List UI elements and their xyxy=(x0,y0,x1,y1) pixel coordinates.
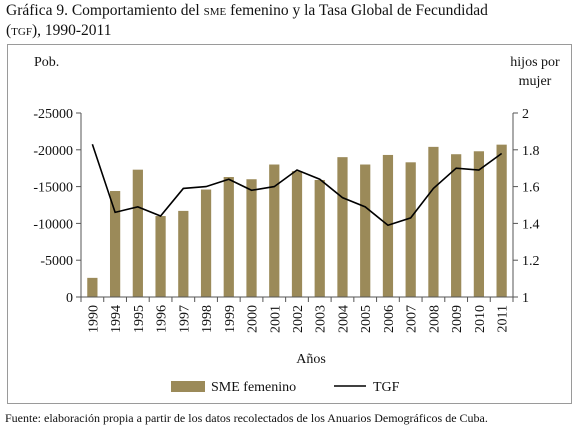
x-tick-label-2004: 2004 xyxy=(336,305,351,333)
legend-line-label: TGF xyxy=(373,380,400,395)
right-tick-label: 1.2 xyxy=(522,254,540,269)
left-tick-label: -15000 xyxy=(33,181,73,196)
x-tick-label-2002: 2002 xyxy=(291,305,306,333)
chart-frame: -25000 -20000 -15000 -10000 -5000 0 1 1.2 1.4 1.… xyxy=(7,44,572,404)
x-tick-label-2010: 2010 xyxy=(473,305,488,333)
right-tick-label: 1 xyxy=(522,291,529,306)
bar-1997 xyxy=(178,210,189,297)
title-tgf-abbr: (tgf) xyxy=(6,22,38,39)
bar-2010 xyxy=(473,151,485,297)
title-text-3: , 1990-2011 xyxy=(37,22,112,39)
x-tick-label-2003: 2003 xyxy=(314,305,329,333)
combo-chart: -25000 -20000 -15000 -10000 -5000 0 1 1.2 1.4 1.… xyxy=(33,55,560,395)
x-tick-label-2008: 2008 xyxy=(427,305,442,333)
x-tick-label-1996: 1996 xyxy=(155,305,170,333)
left-tick-label: -25000 xyxy=(33,107,73,122)
legend-bar-swatch xyxy=(171,381,205,392)
bar-1999 xyxy=(223,177,234,297)
bar-2003 xyxy=(314,179,325,297)
bar-1998 xyxy=(200,189,212,297)
bar-2007 xyxy=(405,162,416,297)
legend: SME femenino TGF xyxy=(171,380,400,395)
x-tick-label-1990: 1990 xyxy=(86,305,101,333)
right-ticks-group: 1 1.2 1.4 1.6 1.8 2 xyxy=(513,107,540,306)
y-right-axis-label-line1: hijos por xyxy=(510,55,560,70)
bar-2001 xyxy=(269,164,280,297)
left-tick-label: -10000 xyxy=(33,217,73,232)
right-tick-label: 1.6 xyxy=(522,181,540,196)
x-tick-label-2009: 2009 xyxy=(450,305,465,333)
title-text-1: Gráfica 9. Comportamiento del xyxy=(6,2,204,19)
x-axis-label: Años xyxy=(296,352,326,367)
bar-2000 xyxy=(246,179,257,297)
bar-1995 xyxy=(132,169,143,297)
chart-title: Gráfica 9. Comportamiento del sme femeni… xyxy=(6,1,576,41)
x-tick-label-2005: 2005 xyxy=(359,305,374,333)
x-tick-label-2000: 2000 xyxy=(246,305,261,333)
x-tick-label-1998: 1998 xyxy=(200,305,215,333)
axes-group xyxy=(80,113,514,298)
y-left-axis-label: Pob. xyxy=(34,55,59,70)
bar-2004 xyxy=(337,157,348,297)
bars-group xyxy=(87,144,507,297)
x-tick-label-2006: 2006 xyxy=(382,305,397,333)
right-tick-label: 1.8 xyxy=(522,144,540,159)
x-tick-label-1994: 1994 xyxy=(109,305,124,333)
x-tick-label-1997: 1997 xyxy=(177,305,192,333)
x-tick-label-1999: 1999 xyxy=(223,305,238,333)
x-tick-label-2001: 2001 xyxy=(268,305,283,333)
x-tick-label-2007: 2007 xyxy=(405,305,420,333)
bar-1990 xyxy=(87,277,98,297)
tgf-series-line xyxy=(91,144,503,227)
bar-1996 xyxy=(155,216,166,297)
left-tick-label: 0 xyxy=(66,291,73,306)
legend-bar-label: SME femenino xyxy=(211,380,296,395)
x-ticks-group: 1990 1994 1995 1996 1997 1998 1999 2000 2001 2002… xyxy=(80,297,514,333)
bar-2002 xyxy=(291,171,303,297)
right-tick-label: 1.4 xyxy=(522,217,540,232)
title-text-2: femenino y la Tasa Global de Fecundidad xyxy=(226,2,488,19)
bar-1994 xyxy=(109,191,121,297)
left-tick-label: -20000 xyxy=(33,144,73,159)
left-ticks-group: -25000 -20000 -15000 -10000 -5000 0 xyxy=(33,107,81,306)
bar-2009 xyxy=(451,154,462,297)
bar-2005 xyxy=(360,164,371,297)
source-note: Fuente: elaboración propia a partir de l… xyxy=(5,411,488,425)
y-right-axis-label-line2: mujer xyxy=(519,74,552,89)
title-sme-abbr: sme xyxy=(203,2,227,19)
x-tick-label-2011: 2011 xyxy=(496,305,511,332)
bar-2008 xyxy=(428,146,439,297)
left-tick-label: -5000 xyxy=(40,254,73,269)
bar-2011 xyxy=(496,144,507,297)
x-tick-label-1995: 1995 xyxy=(132,305,147,333)
right-tick-label: 2 xyxy=(522,107,529,122)
